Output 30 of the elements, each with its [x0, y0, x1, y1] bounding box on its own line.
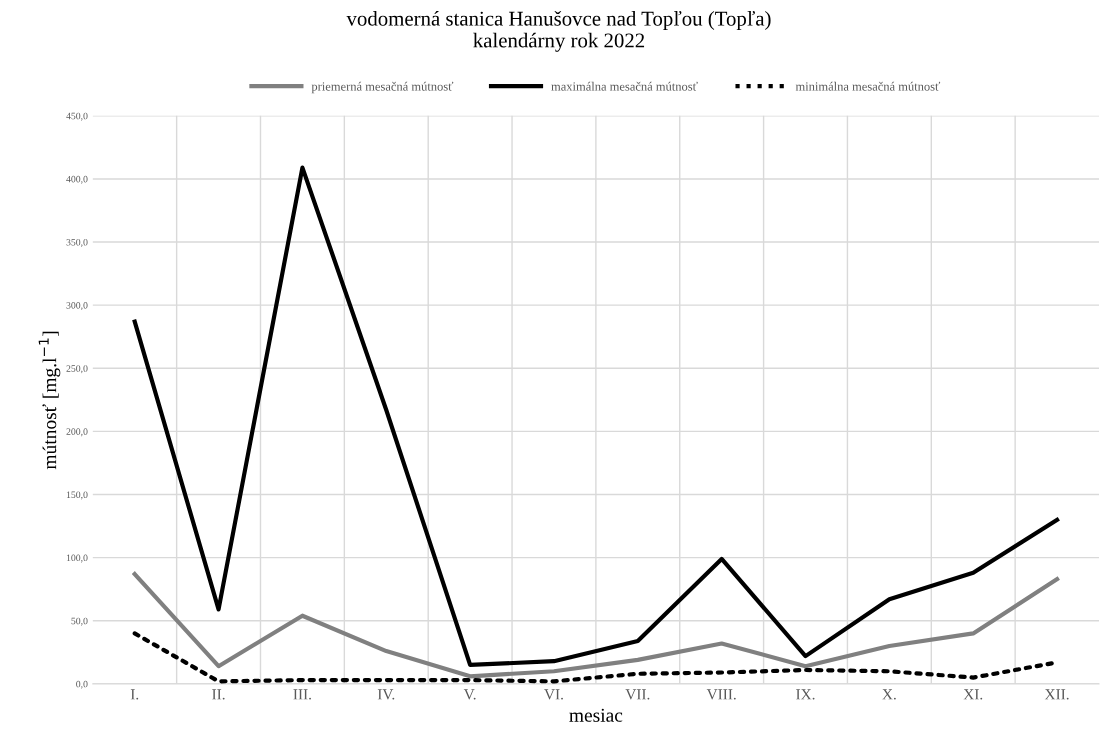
x-tick-label: IV.	[377, 689, 395, 700]
y-tick-label: 450,0	[66, 112, 88, 121]
x-tick-label: VI.	[544, 689, 563, 700]
y-tick-label: 150,0	[66, 491, 88, 500]
legend-label: maximálna mesačná mútnosť	[551, 81, 698, 91]
y-axis-title: mútnosť [mg.l$^{−1}$]	[38, 331, 61, 470]
x-tick-label: III.	[293, 689, 311, 700]
y-tick-label: 50,0	[71, 617, 88, 626]
y-tick-label: 250,0	[66, 365, 88, 374]
y-tick-label: 350,0	[66, 238, 88, 247]
x-tick-label: I.	[130, 689, 139, 700]
line-series	[132, 571, 1060, 679]
x-tick-label: XI.	[963, 689, 983, 700]
y-tick-label: 400,0	[66, 175, 88, 184]
line-series	[132, 165, 1060, 668]
x-axis-title: mesiac	[569, 708, 623, 722]
y-tick-label: 200,0	[66, 428, 88, 437]
y-tick-label: 0,0	[76, 680, 88, 689]
x-tick-label: VII.	[625, 689, 650, 700]
x-tick-label: XII.	[1044, 689, 1069, 700]
x-tick-label: II.	[212, 689, 225, 700]
x-tick-label: VIII.	[706, 689, 736, 700]
legend-label: priemerná mesačná mútnosť	[311, 81, 454, 94]
x-tick-label: IX.	[796, 689, 815, 700]
legend-label: minimálna mesačná mútnosť	[795, 81, 941, 91]
x-tick-label: V.	[463, 689, 476, 700]
chart-title: vodomerná stanica Hanušovce nad Topľou (Topľa) kalendárny rok 2022	[346, 11, 771, 52]
x-tick-label: X.	[882, 689, 896, 700]
y-tick-label: 100,0	[66, 554, 88, 563]
y-tick-label: 300,0	[66, 302, 88, 311]
